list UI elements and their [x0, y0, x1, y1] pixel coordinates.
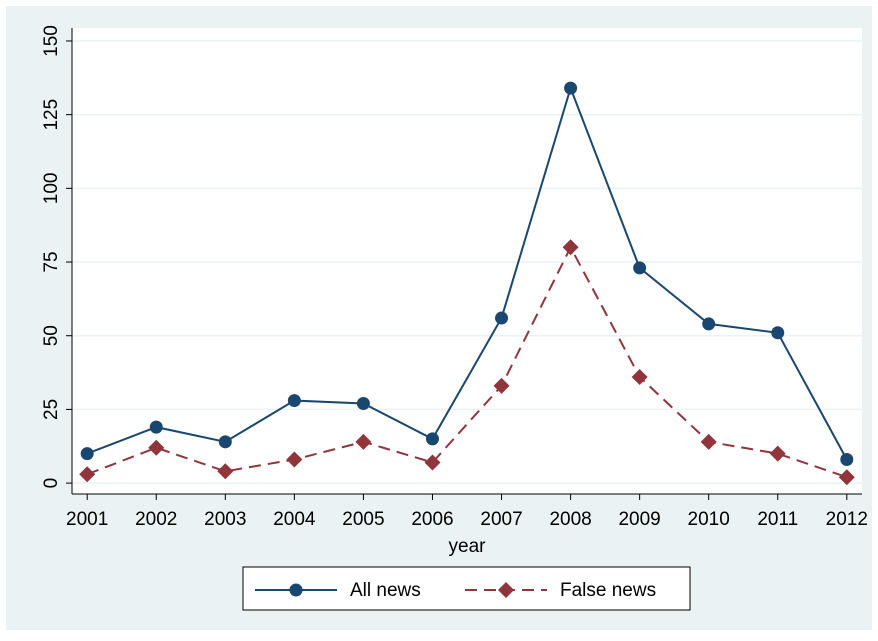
point	[79, 466, 96, 483]
point	[838, 469, 855, 486]
y-tick-label: 50	[41, 325, 62, 346]
x-tick-label: 2001	[66, 509, 108, 530]
legend-marker	[498, 582, 514, 598]
point	[218, 435, 232, 449]
y-tick-label: 125	[41, 99, 62, 131]
x-tick-label: 2009	[618, 509, 660, 530]
point	[217, 463, 234, 480]
point	[564, 81, 578, 95]
x-tick-label: 2004	[273, 509, 316, 530]
point	[425, 432, 439, 446]
point	[355, 433, 372, 450]
point	[493, 377, 510, 394]
point	[286, 451, 303, 468]
x-tick-label: 2006	[411, 509, 453, 530]
legend-box	[242, 566, 691, 611]
plot-area	[72, 28, 862, 494]
point	[495, 311, 509, 325]
x-tick-label: 2011	[757, 509, 798, 530]
y-tick-label: 25	[41, 399, 62, 420]
point	[631, 368, 648, 385]
legend-label: False news	[560, 580, 656, 601]
x-tick-label: 2010	[688, 509, 730, 530]
legend-label: All news	[350, 580, 421, 601]
x-tick-label: 2007	[480, 509, 522, 530]
series-line	[86, 245, 848, 479]
x-tick-label: 2012	[826, 509, 868, 530]
point	[287, 394, 301, 408]
point	[700, 433, 717, 450]
series-line	[86, 85, 848, 460]
x-tick-label: 2008	[549, 509, 591, 530]
y-tick-label: 150	[41, 25, 62, 57]
point	[149, 420, 163, 434]
x-tick-label: 2003	[204, 509, 246, 530]
y-tick-label: 75	[41, 251, 62, 272]
point	[356, 397, 370, 411]
y-tick-label: 100	[41, 172, 62, 204]
x-axis-title: year	[449, 536, 487, 557]
point	[562, 239, 579, 256]
point	[424, 454, 441, 471]
point	[702, 317, 716, 331]
point	[148, 439, 165, 456]
point	[80, 447, 94, 461]
point	[840, 453, 854, 467]
y-tick-label: 0	[41, 478, 62, 489]
x-tick-label: 2002	[135, 509, 177, 530]
point	[769, 445, 786, 462]
point	[771, 326, 785, 340]
legend-marker	[289, 583, 303, 597]
x-tick-label: 2005	[342, 509, 384, 530]
point	[633, 261, 647, 275]
